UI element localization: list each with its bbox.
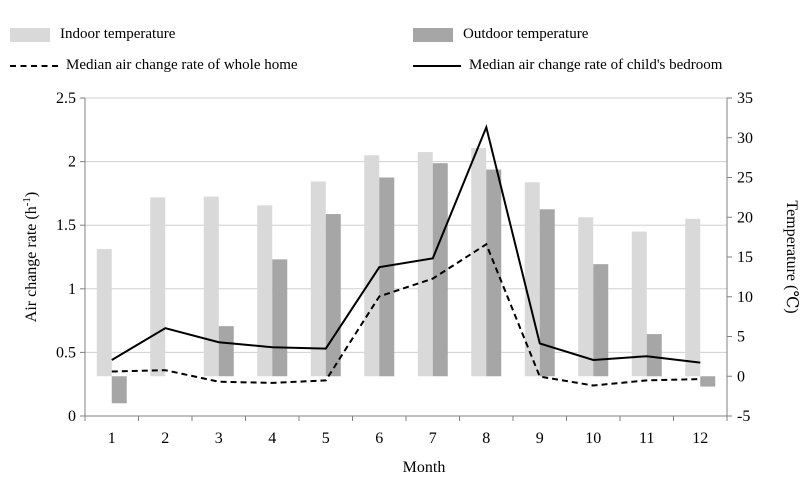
bar-outdoor [379, 177, 395, 377]
bar-outdoor [325, 214, 341, 377]
y-left-tick-label: 2.5 [56, 90, 76, 107]
bar-indoor [364, 155, 380, 377]
bar-outdoor [218, 326, 234, 377]
y-right-tick-label: -5 [737, 408, 750, 425]
legend-indoor-swatch [10, 27, 50, 42]
bar-indoor [203, 196, 219, 377]
bar-outdoor [593, 264, 609, 377]
bar-indoor [685, 218, 701, 377]
legend-bedroom: Median air change rate of child's bedroo… [413, 57, 722, 74]
legend-whole-home: Median air change rate of whole home [10, 57, 298, 74]
legend-outdoor-label: Outdoor temperature [463, 26, 589, 42]
bar-outdoor [646, 334, 662, 377]
y-left-tick-label: 1 [68, 281, 76, 298]
line-child-bedroom [111, 124, 701, 364]
line-whole-home [111, 242, 701, 387]
y-right-tick-label: 30 [737, 130, 753, 147]
bar-indoor [631, 231, 647, 377]
legend-indoor: Indoor temperature [10, 26, 175, 43]
bar-outdoor [486, 169, 502, 377]
y-axis-title: Air change rate (h-1) [21, 192, 40, 322]
x-tick-label: 12 [692, 430, 708, 447]
lines [111, 124, 701, 387]
bar-indoor [417, 152, 433, 377]
bars [96, 148, 716, 404]
x-tick-label: 1 [108, 430, 116, 447]
bar-indoor [257, 205, 273, 377]
legend-whole-home-label: Median air change rate of whole home [66, 57, 298, 73]
gridlines [85, 97, 727, 353]
x-tick-label: 3 [215, 430, 223, 447]
y-left-tick-label: 0 [68, 408, 76, 425]
y-right-tick-label: 25 [737, 170, 753, 187]
y-right-tick-label: 10 [737, 289, 753, 306]
bar-outdoor [700, 376, 716, 387]
bar-outdoor [111, 376, 127, 404]
legend-outdoor-swatch [413, 27, 453, 42]
bar-indoor [578, 217, 594, 377]
x-tick-label: 8 [482, 430, 490, 447]
x-tick-label: 4 [268, 430, 276, 447]
x-tick-label: 9 [536, 430, 544, 447]
legend-indoor-label: Indoor temperature [60, 26, 176, 42]
legend-bedroom-label: Median air change rate of child's bedroo… [469, 57, 723, 73]
y-axis-title-unit: h [23, 206, 40, 214]
y-left-tick-label: 1.5 [56, 217, 76, 234]
x-tick-label: 2 [161, 430, 169, 447]
bar-indoor [150, 197, 166, 377]
bar-outdoor [432, 163, 448, 377]
legend-bedroom-swatch [413, 64, 461, 67]
x-tick-label: 10 [585, 430, 601, 447]
y-right-tick-label: 5 [737, 329, 745, 346]
x-tick-label: 6 [375, 430, 383, 447]
bar-outdoor [539, 209, 555, 377]
y-left-tick-label: 2 [68, 154, 76, 171]
y-right-tick-label: 0 [737, 368, 745, 385]
x-axis-title: Month [403, 459, 446, 476]
y-axis-title-sup: -1 [21, 197, 33, 206]
y2-axis-title: Temperature (℃) [783, 200, 800, 313]
bar-indoor [471, 148, 487, 377]
x-tick-label: 7 [429, 430, 437, 447]
y-left-tick-label: 0.5 [56, 344, 76, 361]
y-axis-title-main: Air change rate [23, 224, 40, 323]
bar-indoor [310, 181, 326, 377]
y-right-tick-label: 20 [737, 209, 753, 226]
legend-outdoor: Outdoor temperature [413, 26, 588, 43]
legend-whole-home-swatch [10, 64, 58, 67]
bar-indoor [96, 249, 112, 377]
x-tick-label: 5 [322, 430, 330, 447]
x-tick-label: 11 [639, 430, 654, 447]
y-right-tick-label: 35 [737, 90, 753, 107]
y-right-tick-label: 15 [737, 249, 753, 266]
bar-outdoor [272, 259, 288, 377]
